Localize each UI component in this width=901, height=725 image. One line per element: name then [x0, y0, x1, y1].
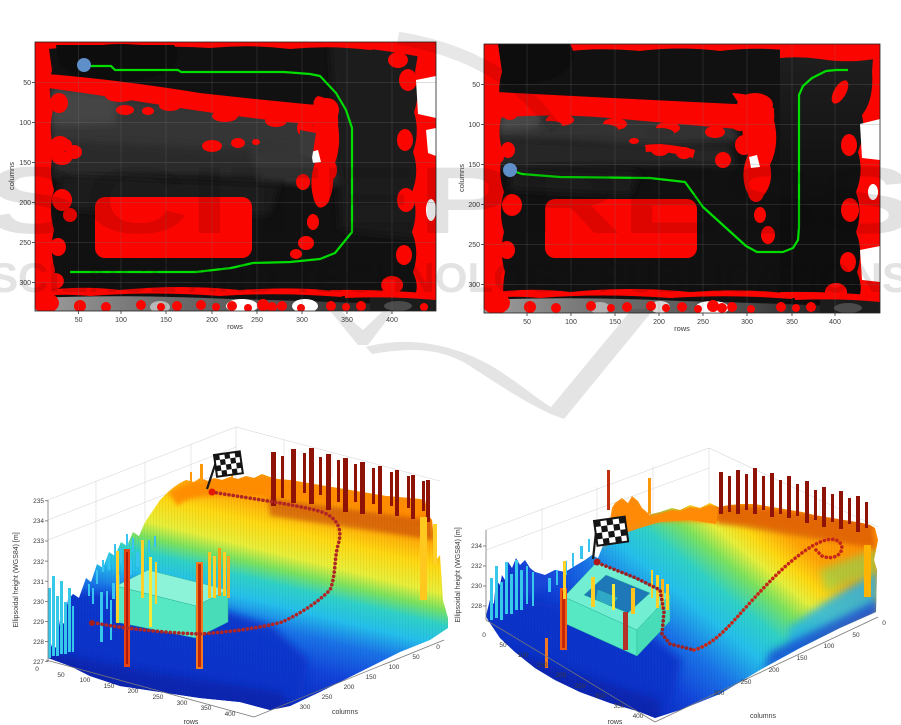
svg-text:250: 250: [697, 319, 709, 326]
svg-text:200: 200: [653, 319, 665, 326]
svg-text:rows: rows: [227, 322, 243, 331]
svg-text:150: 150: [468, 162, 480, 169]
svg-text:200: 200: [19, 200, 31, 207]
svg-text:50: 50: [523, 319, 531, 326]
svg-text:200: 200: [769, 667, 780, 674]
svg-text:150: 150: [104, 683, 115, 690]
svg-text:100: 100: [19, 120, 31, 127]
svg-text:50: 50: [57, 672, 65, 679]
svg-text:234: 234: [471, 543, 482, 550]
svg-text:100: 100: [115, 317, 127, 324]
svg-text:100: 100: [824, 643, 835, 650]
svg-text:232: 232: [33, 559, 44, 566]
svg-text:300: 300: [714, 690, 725, 697]
svg-text:250: 250: [575, 683, 586, 690]
svg-text:150: 150: [366, 674, 377, 681]
svg-text:350: 350: [786, 319, 798, 326]
svg-text:400: 400: [633, 713, 644, 720]
svg-text:300: 300: [296, 317, 308, 324]
svg-text:300: 300: [177, 700, 188, 707]
svg-text:230: 230: [471, 583, 482, 590]
svg-text:50: 50: [412, 654, 420, 661]
svg-text:50: 50: [472, 82, 480, 89]
svg-text:0: 0: [882, 620, 886, 627]
svg-text:300: 300: [468, 282, 480, 289]
svg-text:100: 100: [468, 122, 480, 129]
svg-text:300: 300: [19, 280, 31, 287]
svg-text:230: 230: [33, 599, 44, 606]
svg-text:200: 200: [128, 688, 139, 695]
svg-text:250: 250: [468, 242, 480, 249]
svg-text:235: 235: [33, 498, 44, 505]
svg-text:150: 150: [797, 655, 808, 662]
svg-text:400: 400: [386, 317, 398, 324]
svg-text:Ellipsoidal height (WGS84) [m]: Ellipsoidal height (WGS84) [m]: [13, 532, 20, 627]
svg-text:300: 300: [741, 319, 753, 326]
svg-text:300: 300: [300, 704, 311, 711]
svg-text:rows: rows: [184, 719, 199, 725]
svg-text:234: 234: [33, 518, 44, 525]
svg-text:150: 150: [160, 317, 172, 324]
svg-text:150: 150: [609, 319, 621, 326]
svg-text:columns: columns: [332, 709, 359, 716]
svg-text:233: 233: [33, 538, 44, 545]
svg-text:columns: columns: [750, 713, 777, 720]
svg-text:250: 250: [741, 679, 752, 686]
svg-text:200: 200: [206, 317, 218, 324]
svg-text:columns: columns: [7, 162, 16, 190]
svg-text:229: 229: [33, 619, 44, 626]
svg-text:columns: columns: [457, 164, 466, 192]
svg-text:400: 400: [225, 711, 236, 718]
svg-text:150: 150: [19, 160, 31, 167]
svg-text:100: 100: [80, 677, 91, 684]
svg-text:rows: rows: [608, 719, 623, 725]
svg-text:50: 50: [499, 642, 507, 649]
svg-text:200: 200: [468, 202, 480, 209]
svg-text:228: 228: [471, 603, 482, 610]
svg-text:250: 250: [322, 694, 333, 701]
svg-text:50: 50: [75, 317, 83, 324]
svg-text:227: 227: [33, 659, 44, 666]
svg-text:0: 0: [436, 644, 440, 651]
svg-text:SCITEPRESS: SCITEPRESS: [0, 148, 901, 254]
svg-text:300: 300: [595, 693, 606, 700]
svg-text:200: 200: [344, 684, 355, 691]
svg-text:0: 0: [35, 666, 39, 673]
svg-text:228: 228: [33, 639, 44, 646]
svg-text:200: 200: [556, 672, 567, 679]
svg-text:rows: rows: [674, 324, 690, 333]
svg-text:231: 231: [33, 579, 44, 586]
svg-text:250: 250: [251, 317, 263, 324]
svg-text:150: 150: [537, 662, 548, 669]
svg-text:50: 50: [852, 632, 860, 639]
svg-text:SCIENCE AND TECHNOLOGY PUBLICA: SCIENCE AND TECHNOLOGY PUBLICATIONS: [0, 254, 901, 301]
svg-text:100: 100: [518, 652, 529, 659]
svg-text:350: 350: [614, 703, 625, 710]
svg-text:250: 250: [153, 694, 164, 701]
svg-text:232: 232: [471, 563, 482, 570]
svg-text:100: 100: [565, 319, 577, 326]
svg-text:350: 350: [201, 705, 212, 712]
svg-text:400: 400: [829, 319, 841, 326]
svg-text:50: 50: [23, 80, 31, 87]
svg-text:100: 100: [389, 664, 400, 671]
svg-text:Ellipsoidal height (WGS84) [m]: Ellipsoidal height (WGS84) [m]: [455, 527, 462, 622]
svg-text:250: 250: [19, 240, 31, 247]
svg-text:0: 0: [482, 632, 486, 639]
